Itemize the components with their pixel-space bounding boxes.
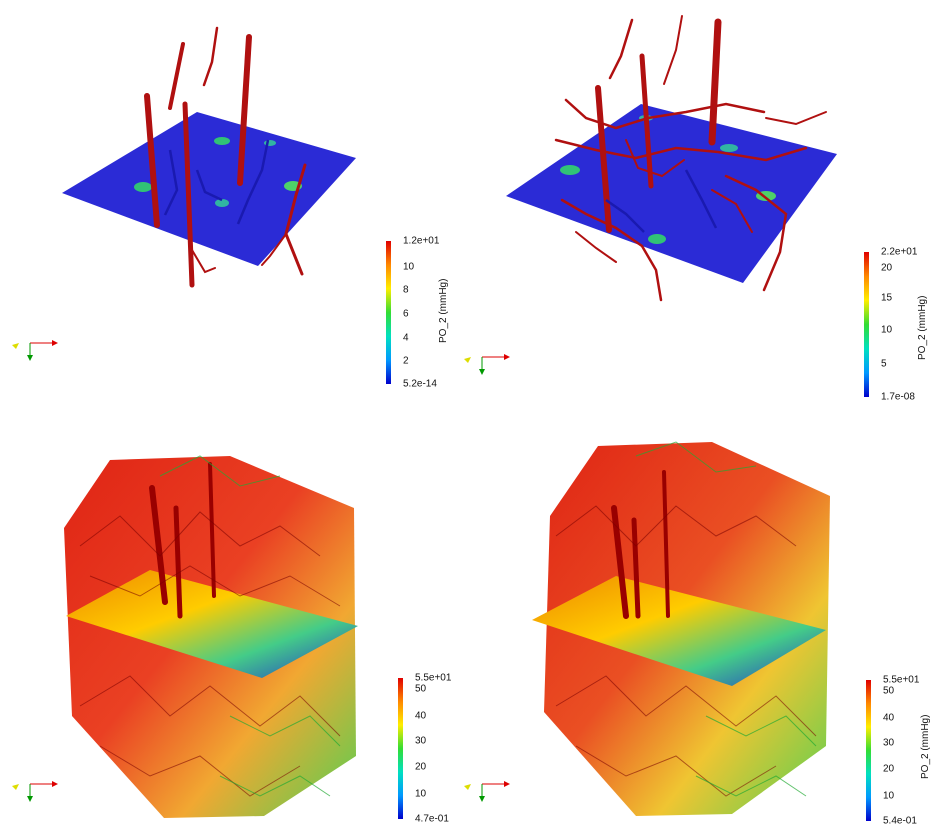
- colorbar-max-label: 1.2e+01: [403, 235, 440, 247]
- colorbar-tick: 50: [415, 683, 427, 695]
- colorbar-title: PO_2 (mmHg): [438, 278, 449, 343]
- colorbar-tick: 30: [415, 735, 427, 747]
- oxygen-slice-plane: [62, 112, 356, 266]
- colorbar-tick: 2: [403, 355, 409, 367]
- oxygen-slice-plane: [66, 570, 358, 678]
- vessel-trees: [144, 26, 307, 288]
- colorbar-gradient: [866, 680, 871, 821]
- vessel-trees: [149, 462, 216, 619]
- colorbar-min-label: 5.4e-01: [883, 815, 917, 827]
- oxygen-slice-plane: [532, 576, 826, 686]
- colorbar-title: PO_2 (mmHg): [920, 714, 931, 779]
- oxygen-slice-plane: [506, 104, 837, 283]
- colorbar-tick: 20: [883, 763, 895, 775]
- vessel-scene: [532, 441, 830, 816]
- hotspots: [134, 137, 302, 207]
- colorbar-max-label: 5.5e+01: [883, 674, 920, 686]
- colorbar-tick: 10: [883, 790, 895, 802]
- colorbar-gradient: [398, 678, 403, 819]
- colorbar-tick: 15: [881, 292, 893, 304]
- colorbar-title: PO_2 (mmHg): [917, 295, 928, 360]
- vessel-trees-below: [605, 169, 718, 233]
- colorbar-min-label: 4.7e-01: [415, 813, 449, 825]
- colorbar-tick: 40: [415, 710, 427, 722]
- vessel-mesh-green: [635, 441, 817, 797]
- orientation-axes-icon: [12, 340, 58, 361]
- panel-bottom-left: 5.5e+01 50 40 30 20 10 4.7e-01: [0, 416, 466, 833]
- vessel-scene: [62, 26, 356, 288]
- vessel-trees-below: [163, 139, 270, 225]
- colorbar-max-label: 5.5e+01: [415, 672, 452, 684]
- colorbar-max-label: 2.2e+01: [881, 246, 918, 258]
- vessel-scene: [506, 15, 837, 302]
- panel-top-left: 1.2e+01 10 8 6 4 2 5.2e-14 PO_2 (mmHg): [0, 0, 466, 416]
- colorbar-tick: 10: [415, 788, 427, 800]
- colorbar-min-label: 1.7e-08: [881, 391, 915, 403]
- orientation-axes-icon: [464, 354, 510, 375]
- colorbar-tick: 4: [403, 332, 409, 344]
- colorbar-gradient: [864, 252, 869, 397]
- vessel-mesh-green: [159, 455, 341, 797]
- colorbar-tick: 6: [403, 308, 409, 320]
- panel-top-right: 2.2e+01 20 15 10 5 1.7e-08 PO_2 (mmHg): [464, 0, 932, 416]
- vessel-trees: [554, 15, 827, 302]
- colorbar-min-label: 5.2e-14: [403, 378, 437, 390]
- vessel-scene: [64, 455, 358, 818]
- orientation-axes-icon: [12, 781, 58, 802]
- panel-bottom-right: 5.5e+01 50 40 30 20 10 5.4e-01 PO_2 (mmH…: [464, 416, 932, 833]
- colorbar-tick: 20: [881, 262, 893, 274]
- colorbar-tick: 10: [403, 261, 415, 273]
- colorbar-tick: 50: [883, 685, 895, 697]
- colorbar-tick: 8: [403, 284, 409, 296]
- colorbar-tick: 10: [881, 324, 893, 336]
- vessel-mesh: [79, 511, 341, 797]
- colorbar-gradient: [386, 241, 391, 384]
- vessel-mesh: [555, 505, 817, 797]
- colorbar-tick: 40: [883, 712, 895, 724]
- orientation-axes-icon: [464, 781, 510, 802]
- colorbar-tick: 5: [881, 358, 887, 370]
- colorbar-tick: 30: [883, 737, 895, 749]
- colorbar-tick: 20: [415, 761, 427, 773]
